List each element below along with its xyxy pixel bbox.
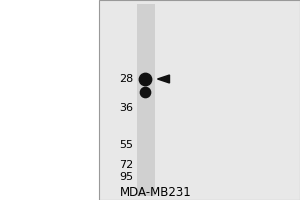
- Point: [142, 119, 147, 123]
- Text: 28: 28: [119, 74, 134, 84]
- Polygon shape: [158, 75, 169, 83]
- Text: 55: 55: [119, 140, 134, 150]
- Bar: [99, 0, 300, 200]
- Text: 36: 36: [119, 103, 134, 113]
- Point: [142, 106, 147, 110]
- Text: 72: 72: [119, 160, 134, 170]
- Text: 95: 95: [119, 172, 134, 182]
- Text: MDA-MB231: MDA-MB231: [120, 186, 192, 198]
- Bar: [136, 4, 154, 196]
